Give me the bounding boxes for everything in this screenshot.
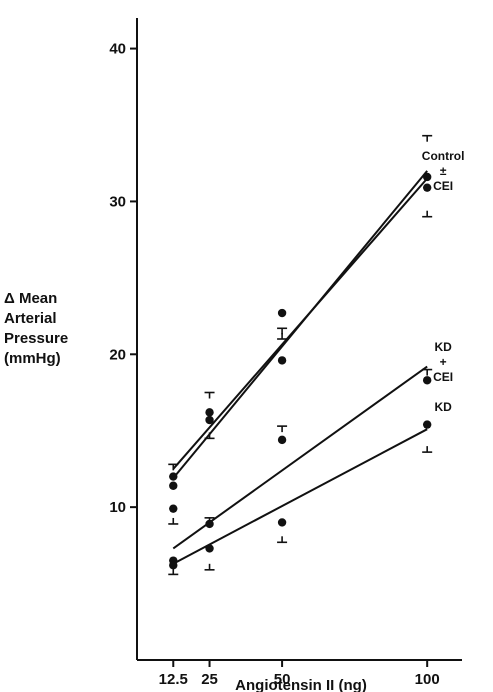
y-axis-label-line: (mmHg) xyxy=(4,350,61,367)
series-annotation-line: + xyxy=(440,355,447,369)
series-annotation-line: KD xyxy=(434,340,452,354)
series-annotation-line: ± xyxy=(440,164,447,178)
y-axis-label-line: Pressure xyxy=(4,330,68,347)
x-tick-label: 12.5 xyxy=(159,671,188,688)
data-point xyxy=(169,504,178,513)
ticks: 10 20 30 40 12.5 25 50 100 xyxy=(109,41,439,688)
y-tick-label: 30 xyxy=(109,193,126,210)
axes xyxy=(136,18,462,661)
fit-line xyxy=(172,177,428,470)
series-annotation-line: KD xyxy=(434,400,452,414)
x-tick-label: 100 xyxy=(415,671,440,688)
data-point xyxy=(169,561,178,570)
data-point xyxy=(169,472,178,481)
y-axis-label-line: Δ Mean xyxy=(4,290,57,307)
data-point xyxy=(205,415,214,425)
data-point xyxy=(277,518,287,527)
data-point xyxy=(422,420,432,429)
y-tick-label: 20 xyxy=(109,346,126,363)
data-point xyxy=(422,183,432,192)
series-annotation-line: CEI xyxy=(433,179,453,193)
y-axis-label-line: Arterial xyxy=(4,310,57,327)
y-tick-label: 40 xyxy=(109,41,126,58)
y-tick-label: 10 xyxy=(109,499,126,516)
data-point xyxy=(277,435,287,445)
fit-line xyxy=(172,365,428,550)
data-point xyxy=(205,544,214,553)
data-point xyxy=(205,519,214,529)
data-point xyxy=(169,481,178,490)
series-annotation-line: Control xyxy=(422,149,465,163)
data-point xyxy=(422,172,432,182)
x-tick-label: 25 xyxy=(201,671,218,688)
fit-lines xyxy=(172,170,428,565)
error-bars xyxy=(168,134,433,576)
data-point xyxy=(422,376,432,385)
fit-line xyxy=(172,428,428,565)
x-axis-label: Angiotensin II (ng) xyxy=(235,677,367,692)
x-tick-label: 50 xyxy=(274,671,291,688)
data-point xyxy=(277,356,287,365)
data-points xyxy=(169,172,432,570)
data-point xyxy=(205,408,214,417)
series-annotation-line: CEI xyxy=(433,370,453,384)
data-point xyxy=(277,308,287,318)
y-axis-label: Δ Mean Arterial Pressure (mmHg) xyxy=(4,290,68,367)
